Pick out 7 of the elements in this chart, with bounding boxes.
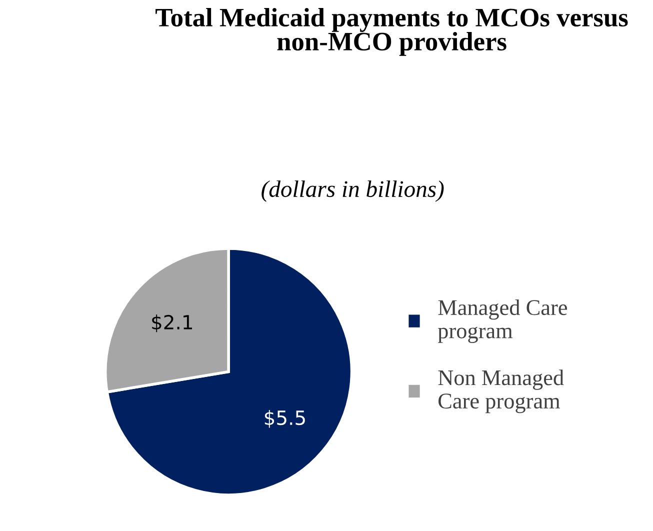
data-label: $5.5 [264, 410, 305, 428]
pie-slice [106, 247, 354, 496]
data-label: $2.1 [152, 314, 192, 332]
legend-label: Non Managed Care program [438, 370, 564, 414]
chart-title: Total Medicaid payments to MCOs versus non-MCO providers [156, 8, 628, 56]
chart-subtitle: (dollars in billions) [262, 180, 444, 202]
legend-label: Managed Care program [438, 299, 568, 343]
